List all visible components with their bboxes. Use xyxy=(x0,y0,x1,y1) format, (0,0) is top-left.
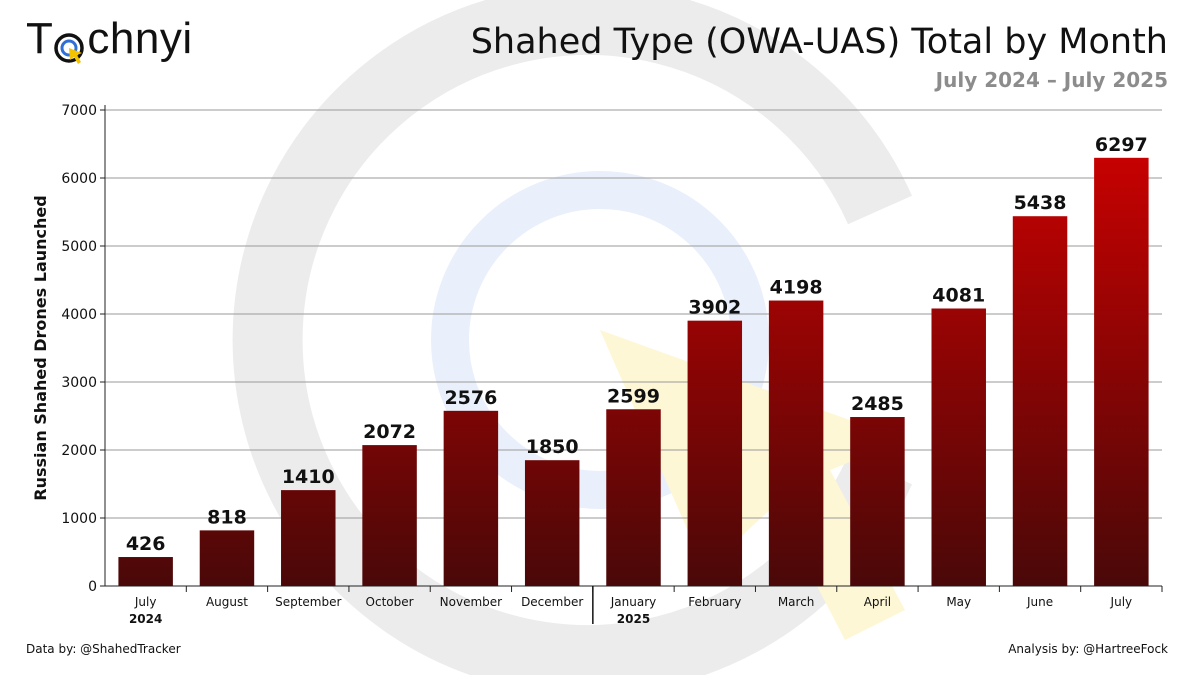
y-tick-label: 4000 xyxy=(61,307,97,323)
y-axis-label: Russian Shahed Drones Launched xyxy=(31,195,50,500)
bar xyxy=(606,409,661,586)
bar xyxy=(1094,157,1149,586)
data-label: 2576 xyxy=(444,387,497,409)
x-tick-label: October xyxy=(366,595,414,609)
data-label: 2485 xyxy=(851,393,904,415)
target-cursor-icon xyxy=(54,26,86,64)
data-credit: Data by: @ShahedTracker xyxy=(26,642,181,656)
x-tick-label: 2024 xyxy=(129,612,162,626)
x-tick-label: 2025 xyxy=(617,612,650,626)
x-tick-label: August xyxy=(206,595,248,609)
x-tick-label: April xyxy=(864,595,891,609)
x-tick-label: June xyxy=(1026,595,1053,609)
y-tick-label: 3000 xyxy=(61,375,97,391)
logo-suffix: chnyi xyxy=(87,14,193,63)
chart-title: Shahed Type (OWA-UAS) Total by Month xyxy=(470,22,1168,62)
data-label: 2599 xyxy=(607,385,660,407)
bar xyxy=(850,417,905,586)
bar xyxy=(524,460,580,586)
bar xyxy=(362,445,417,586)
x-tick-label: November xyxy=(440,595,502,609)
y-tick-label: 5000 xyxy=(61,239,97,255)
bar xyxy=(281,490,336,586)
y-tick-label: 2000 xyxy=(61,443,97,459)
data-label: 4198 xyxy=(770,277,823,299)
data-label: 2072 xyxy=(363,421,416,443)
x-tick-label: September xyxy=(275,595,341,609)
y-tick-label: 0 xyxy=(88,579,97,595)
x-tick-label: May xyxy=(946,595,971,609)
chart-subtitle: July 2024 – July 2025 xyxy=(935,68,1168,92)
y-tick-label: 1000 xyxy=(61,511,97,527)
x-tick-label: January xyxy=(610,595,657,609)
data-label: 5438 xyxy=(1014,192,1067,214)
x-tick-label: December xyxy=(521,595,583,609)
y-tick-label: 6000 xyxy=(61,171,97,187)
x-tick-label: March xyxy=(778,595,815,609)
logo-prefix: T xyxy=(26,14,54,63)
bar xyxy=(1012,216,1068,586)
data-label: 1850 xyxy=(526,436,579,458)
data-label: 3902 xyxy=(688,297,741,319)
y-tick-label: 7000 xyxy=(61,103,97,119)
bar xyxy=(931,308,986,586)
bar xyxy=(443,410,499,586)
bar xyxy=(768,300,824,586)
data-label: 426 xyxy=(126,533,166,555)
data-label: 4081 xyxy=(932,284,985,306)
bar xyxy=(118,557,173,586)
data-label: 1410 xyxy=(282,466,335,488)
data-label: 6297 xyxy=(1095,134,1148,156)
data-label: 818 xyxy=(207,506,247,528)
bar xyxy=(199,530,255,586)
bar xyxy=(687,320,743,586)
x-tick-label: February xyxy=(688,595,741,609)
analysis-credit: Analysis by: @HartreeFock xyxy=(1008,642,1168,656)
x-tick-label: July xyxy=(134,595,157,609)
x-tick-label: July xyxy=(1110,595,1133,609)
